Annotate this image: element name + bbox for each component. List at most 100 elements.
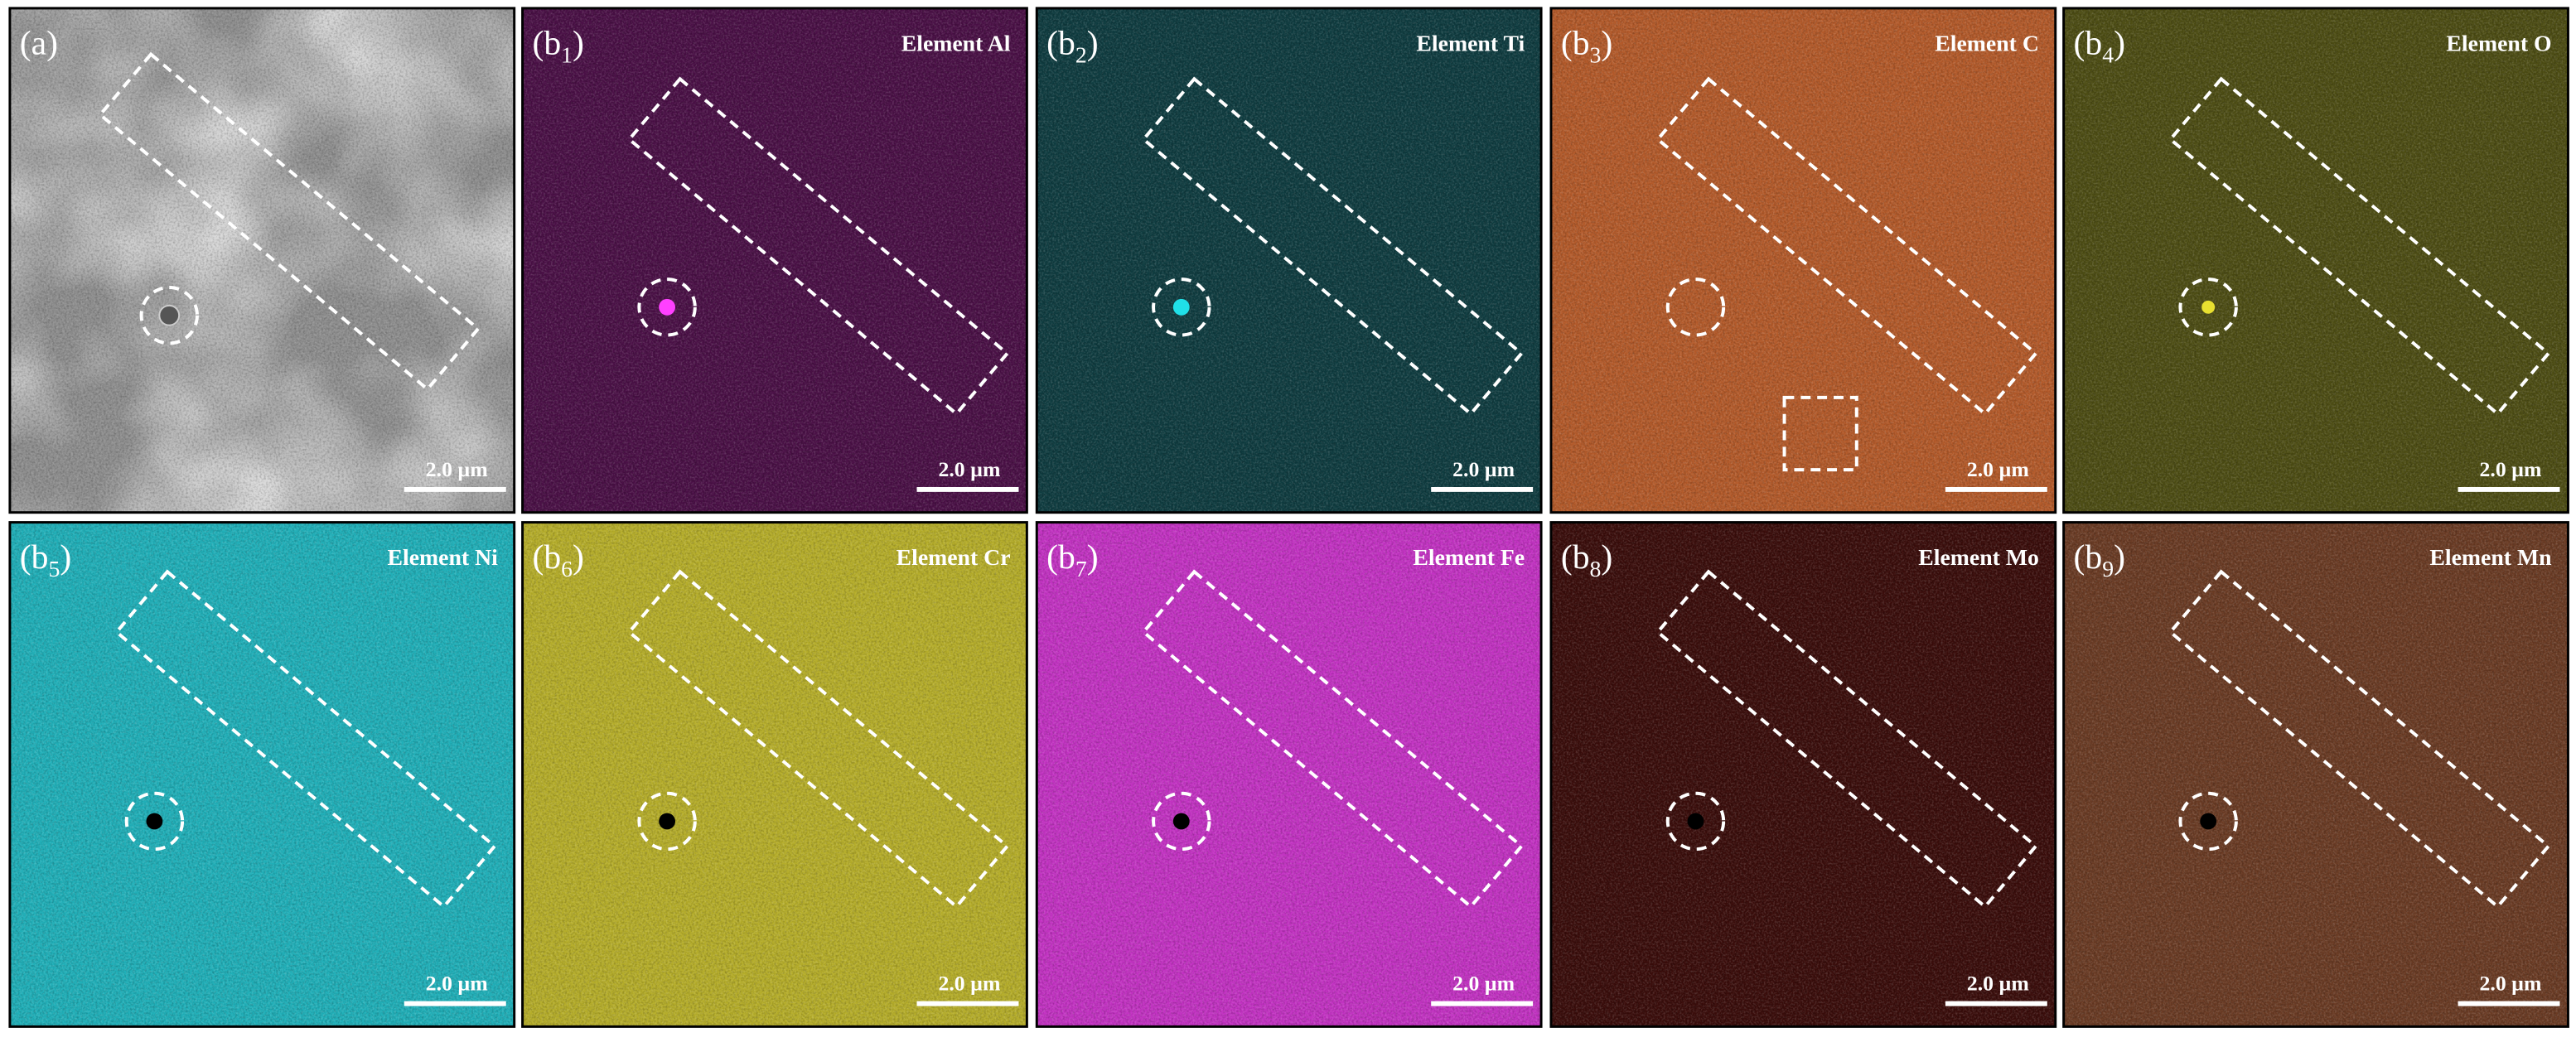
panel-border [1035,521,1543,1028]
label-suffix: ) [1601,538,1612,577]
dashed-circle [139,286,199,345]
element-name: Element Cr [897,545,1011,571]
panel: (b8) Element Mo 2.0 µm [1549,521,2057,1028]
label-suffix: ) [573,24,584,62]
panel-label: (b4) [2074,24,2125,68]
particle [1172,813,1190,830]
dashed-region [1655,76,2038,417]
panel-label: (b9) [2074,538,2125,582]
noise-dark [1550,522,2056,1027]
panel: (b6) Element Cr 2.0 µm [521,521,1028,1028]
panel-border [1549,521,2057,1028]
noise-dark [522,522,1027,1027]
label-sub: 3 [1590,42,1602,68]
panel-border [521,521,1028,1028]
label-sub: 8 [1590,557,1602,582]
scale-bar-label: 2.0 µm [426,972,488,996]
label-prefix: (b [1561,24,1590,62]
dashed-circle [1665,277,1726,337]
dashed-circle [1152,277,1211,337]
noise-dark [1037,522,1542,1027]
panel-image [9,522,515,1027]
panel-image [1550,522,2056,1027]
panel-label: (b8) [1561,538,1612,582]
scale-bar-label: 2.0 µm [1967,972,2029,996]
dashed-circle [2178,277,2238,337]
label-prefix: (b [1561,538,1590,577]
dashed-region [114,569,497,909]
element-name: Element Ti [1416,31,1525,56]
panel-border [8,521,516,1028]
label-sub: 4 [2102,42,2114,68]
label-prefix: (b [2074,24,2103,62]
panel: (b5) Element Ni 2.0 µm [8,521,516,1028]
scale-bar-label: 2.0 µm [938,972,1000,996]
label-suffix: ) [2114,538,2125,577]
scale-bar-label: 2.0 µm [1452,972,1515,996]
label-suffix: ) [60,538,71,577]
panel: (b7) Element Fe 2.0 µm [1035,521,1543,1028]
scale-bar-label: 2.0 µm [1452,457,1515,481]
panel-border [1035,7,1543,514]
label-prefix: (b [1046,24,1075,62]
element-name: Element Ni [388,545,499,571]
panel-label: (b2) [1046,24,1098,68]
element-name: Element O [2446,31,2551,56]
panel-label: (b7) [1046,538,1098,582]
element-name: Element C [1935,31,2039,56]
panel: (b3) Element C 2.0 µm [1549,7,2057,514]
label-suffix: ) [2114,24,2125,62]
particle [659,813,676,830]
panel-label: (b6) [532,538,583,582]
scale-bar-label: 2.0 µm [2480,972,2542,996]
particle [1687,813,1704,830]
label-sub: 6 [561,557,573,582]
label-prefix: (b [532,538,561,577]
panel-border [8,7,516,514]
particle [1172,298,1190,316]
scale-bar-label: 2.0 µm [938,457,1000,481]
panel: (b4) Element O 2.0 µm [2062,7,2569,514]
element-name: Element Fe [1413,545,1525,571]
dashed-circle [637,277,697,337]
scale-bar-label: 2.0 µm [426,457,488,481]
dashed-region [1141,76,1525,417]
panel-label: (b5) [20,538,71,582]
label-prefix: (b [2074,538,2103,577]
panel-image [2063,7,2569,513]
panel-label: (b1) [532,24,583,68]
panel-image [1550,7,2056,513]
panel-label: (a) [20,24,58,62]
dashed-region [626,76,1010,417]
dashed-circle [637,791,697,852]
dashed-region [1655,569,2038,909]
panel-label: (b3) [1561,24,1612,68]
label-suffix: ) [1087,24,1099,62]
panel-border [2062,521,2569,1028]
panel: (b2) Element Ti 2.0 µm [1035,7,1543,514]
label-suffix: ) [46,24,58,62]
dashed-circle [1152,791,1211,852]
particle [2201,300,2216,314]
particle [2200,813,2217,830]
element-name: Element Mn [2429,545,2552,571]
element-name: Element Mo [1918,545,2039,571]
label-prefix: (b [1046,538,1075,577]
element-name: Element Al [901,31,1011,56]
label-prefix: (a [20,24,46,62]
panel: (a) 2.0 µm [8,7,516,514]
label-sub: 2 [1075,42,1087,68]
dashed-circle [1665,791,1726,852]
panel-border [521,7,1028,514]
panel-border [2062,7,2569,514]
label-sub: 5 [48,557,60,582]
dashed-region [1141,569,1525,909]
particle [158,304,181,326]
noise-dark [2063,522,2569,1027]
panel: (b1) Element Al 2.0 µm [521,7,1028,514]
noise-dark [9,7,515,513]
panel-border [1549,7,2057,514]
label-sub: 7 [1075,557,1087,582]
